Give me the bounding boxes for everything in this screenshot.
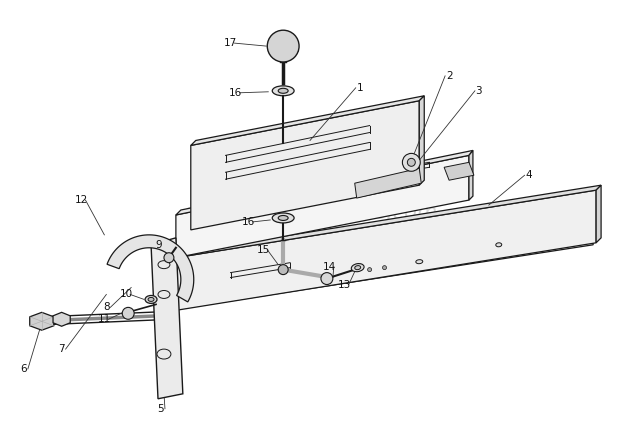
Polygon shape [176,150,473,215]
Ellipse shape [278,215,288,221]
Circle shape [383,266,386,269]
Polygon shape [444,162,474,180]
Polygon shape [30,312,54,330]
Ellipse shape [352,264,364,272]
Circle shape [267,30,299,62]
Text: 6: 6 [20,364,27,374]
Polygon shape [176,190,596,310]
Polygon shape [355,168,421,198]
Text: 13: 13 [338,280,352,289]
Text: 8: 8 [103,302,110,312]
Text: 10: 10 [120,289,133,300]
Ellipse shape [272,86,294,96]
Circle shape [407,159,415,166]
Polygon shape [176,185,601,258]
Text: 4: 4 [525,170,532,180]
Polygon shape [53,312,70,326]
Ellipse shape [355,266,361,269]
Circle shape [368,268,371,272]
Circle shape [402,153,420,171]
Circle shape [278,265,288,275]
Text: 12: 12 [75,195,88,205]
Ellipse shape [496,243,502,247]
Text: 5: 5 [157,404,164,414]
Polygon shape [107,235,194,302]
Polygon shape [176,190,593,309]
Ellipse shape [145,295,157,303]
Ellipse shape [416,260,423,264]
Text: 3: 3 [476,86,482,96]
Text: 2: 2 [446,71,453,81]
Text: 11: 11 [98,314,111,324]
Text: 14: 14 [323,262,337,272]
Polygon shape [596,185,601,243]
Circle shape [164,253,174,263]
Text: 15: 15 [257,245,270,255]
Ellipse shape [272,213,294,223]
Text: 16: 16 [242,217,255,227]
Polygon shape [176,156,469,258]
Ellipse shape [278,88,288,93]
Text: 9: 9 [156,240,162,250]
Circle shape [321,272,333,284]
Polygon shape [419,96,424,185]
Text: 1: 1 [356,83,363,93]
Text: 17: 17 [224,38,237,48]
Polygon shape [191,96,424,145]
Text: 16: 16 [229,88,242,98]
Polygon shape [469,150,473,200]
Ellipse shape [148,298,154,301]
Polygon shape [151,238,183,399]
Text: 7: 7 [58,344,65,354]
Circle shape [122,307,134,319]
Polygon shape [191,101,419,230]
Text: eReplacementParts.com: eReplacementParts.com [182,203,438,223]
